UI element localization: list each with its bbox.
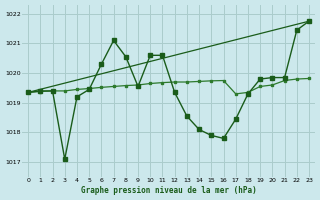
X-axis label: Graphe pression niveau de la mer (hPa): Graphe pression niveau de la mer (hPa) bbox=[81, 186, 256, 195]
